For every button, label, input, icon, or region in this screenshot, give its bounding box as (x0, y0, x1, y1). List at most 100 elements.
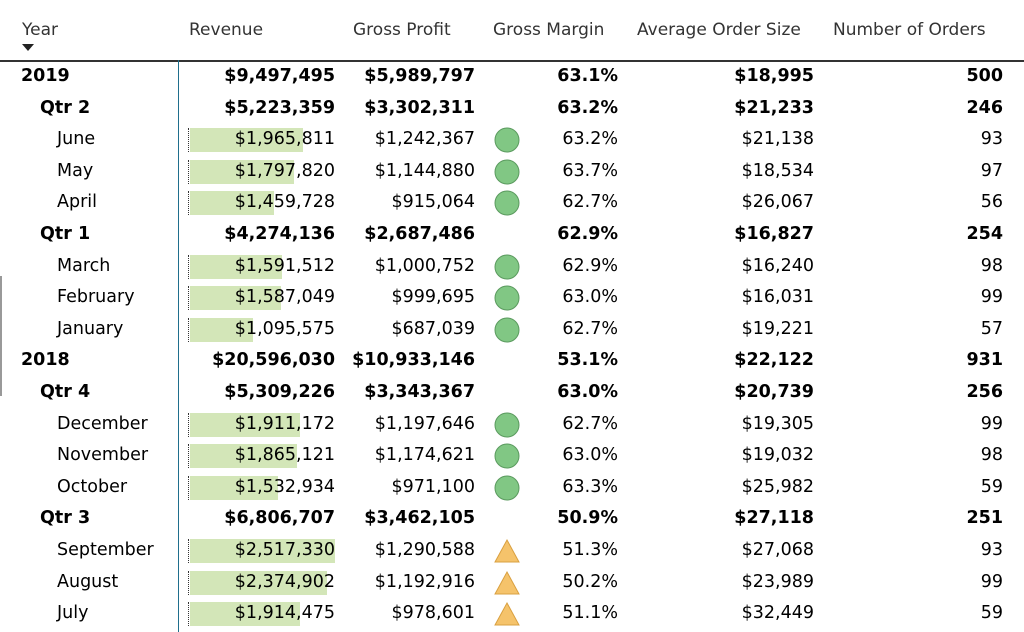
average-order-size-cell: $19,305 (741, 413, 814, 434)
databar-axis (188, 286, 189, 311)
table-row[interactable]: 2018 $20,596,030 $10,933,146 53.1% $22,122 93… (0, 345, 1024, 377)
revenue-databar (190, 191, 274, 216)
revenue-value: $5,223,359 (224, 97, 335, 118)
table-row[interactable]: June $1,965,811 $1,242,367 63.2% $21,138 93 (0, 124, 1024, 156)
databar-axis (188, 159, 189, 184)
gross-profit-cell: $1,197,646 (374, 413, 475, 434)
databar-axis (188, 191, 189, 216)
table-row[interactable]: October $1,532,934 $971,100 63.3% $25,982 59 (0, 472, 1024, 504)
databar-axis (188, 412, 189, 437)
gross-profit-cell: $5,989,797 (364, 66, 475, 86)
gross-profit-cell: $978,601 (391, 603, 475, 624)
gross-profit-cell: $1,174,621 (374, 445, 475, 466)
gross-margin-cell: 63.0% (557, 381, 618, 402)
revenue-databar (190, 602, 300, 627)
table-row[interactable]: December $1,911,172 $1,197,646 62.7% $19,305… (0, 409, 1024, 441)
number-of-orders-cell: 500 (966, 66, 1003, 86)
header-number-of-orders[interactable]: Number of Orders (833, 20, 986, 40)
row-label[interactable]: 2019 (21, 66, 70, 86)
average-order-size-cell: $18,995 (734, 66, 814, 86)
header-revenue[interactable]: Revenue (189, 20, 264, 40)
revenue-value: $6,806,707 (224, 508, 335, 529)
average-order-size-cell: $32,449 (741, 603, 814, 624)
gross-margin-cell: 51.3% (562, 539, 618, 560)
row-label[interactable]: August (57, 571, 119, 592)
table-row[interactable]: July $1,914,475 $978,601 51.1% $32,449 59 (0, 598, 1024, 630)
number-of-orders-cell: 98 (980, 255, 1003, 276)
table-row[interactable]: September $2,517,330 $1,290,588 51.3% $27,06… (0, 535, 1024, 567)
row-label[interactable]: April (57, 192, 97, 213)
row-label[interactable]: Qtr 4 (40, 381, 91, 402)
table-row[interactable]: April $1,459,728 $915,064 62.7% $26,067 56 (0, 187, 1024, 219)
row-label[interactable]: May (57, 160, 94, 181)
header-gross-profit[interactable]: Gross Profit (353, 20, 451, 40)
revenue-cell: $5,223,359 (190, 93, 335, 125)
gross-profit-cell: $971,100 (391, 476, 475, 497)
revenue-cell: $1,914,475 (190, 598, 335, 630)
databar-axis (188, 254, 189, 279)
revenue-databar (190, 286, 281, 311)
good-circle-icon (494, 443, 520, 469)
row-label[interactable]: January (57, 318, 124, 339)
average-order-size-cell: $25,982 (741, 476, 814, 497)
good-circle-icon (494, 127, 520, 153)
table-row[interactable]: May $1,797,820 $1,144,880 63.7% $18,534 97 (0, 156, 1024, 188)
row-label[interactable]: November (57, 445, 149, 466)
gross-profit-cell: $3,343,367 (364, 381, 475, 402)
row-label[interactable]: Qtr 3 (40, 508, 91, 529)
revenue-cell: $1,459,728 (190, 187, 335, 219)
header-average-order-size[interactable]: Average Order Size (637, 20, 801, 40)
table-row[interactable]: 2019 $9,497,495 $5,989,797 63.1% $18,995 500 (0, 61, 1024, 93)
gross-profit-cell: $1,000,752 (374, 255, 475, 276)
table-row[interactable]: November $1,865,121 $1,174,621 63.0% $19,032… (0, 440, 1024, 472)
row-label[interactable]: December (57, 413, 148, 434)
revenue-databar (190, 128, 303, 153)
gross-profit-cell: $3,462,105 (364, 508, 475, 529)
table-row[interactable]: February $1,587,049 $999,695 63.0% $16,031 99 (0, 282, 1024, 314)
revenue-cell: $1,965,811 (190, 124, 335, 156)
average-order-size-cell: $18,534 (741, 160, 814, 181)
table-row[interactable]: Qtr 1 $4,274,136 $2,687,486 62.9% $16,827 254 (0, 219, 1024, 251)
row-label[interactable]: June (57, 129, 96, 150)
row-label[interactable]: 2018 (21, 350, 70, 371)
number-of-orders-cell: 93 (980, 539, 1003, 560)
number-of-orders-cell: 56 (980, 192, 1003, 213)
gross-profit-cell: $10,933,146 (352, 350, 475, 371)
revenue-cell: $20,596,030 (190, 345, 335, 377)
row-label[interactable]: March (57, 255, 111, 276)
row-label[interactable]: Qtr 2 (40, 97, 91, 118)
table-row[interactable]: March $1,591,512 $1,000,752 62.9% $16,240 98 (0, 251, 1024, 283)
good-circle-icon (494, 317, 520, 343)
table-row[interactable]: Qtr 2 $5,223,359 $3,302,311 63.2% $21,233 246 (0, 93, 1024, 125)
warning-triangle-icon (494, 538, 520, 563)
row-label[interactable]: February (57, 287, 135, 308)
table-row[interactable]: January $1,095,575 $687,039 62.7% $19,221 57 (0, 314, 1024, 346)
row-label[interactable]: September (57, 539, 154, 560)
header-gross-margin[interactable]: Gross Margin (493, 20, 605, 40)
average-order-size-cell: $21,138 (741, 129, 814, 150)
table-row[interactable]: Qtr 3 $6,806,707 $3,462,105 50.9% $27,118 251 (0, 503, 1024, 535)
average-order-size-cell: $19,032 (741, 445, 814, 466)
table-row[interactable]: August $2,374,902 $1,192,916 50.2% $23,989 99 (0, 567, 1024, 599)
revenue-databar (190, 159, 294, 184)
revenue-cell: $5,309,226 (190, 377, 335, 409)
gross-margin-cell: 51.1% (562, 603, 618, 624)
databar-axis (188, 128, 189, 153)
row-label[interactable]: Qtr 1 (40, 223, 91, 244)
gross-profit-cell: $999,695 (391, 287, 475, 308)
row-label[interactable]: October (57, 476, 128, 497)
header-year[interactable]: Year (22, 20, 58, 40)
sort-descending-icon[interactable] (22, 44, 34, 51)
number-of-orders-cell: 57 (980, 318, 1003, 339)
average-order-size-cell: $19,221 (741, 318, 814, 339)
revenue-value: $1,587,049 (234, 287, 335, 308)
revenue-cell: $4,274,136 (190, 219, 335, 251)
gross-margin-cell: 62.7% (562, 318, 618, 339)
gross-margin-cell: 62.7% (562, 413, 618, 434)
revenue-value: $1,965,811 (234, 129, 335, 150)
good-circle-icon (494, 475, 520, 501)
row-label[interactable]: July (57, 603, 89, 624)
revenue-databar (190, 538, 335, 563)
table-row[interactable]: Qtr 4 $5,309,226 $3,343,367 63.0% $20,739 256 (0, 377, 1024, 409)
warning-triangle-icon (494, 570, 520, 594)
